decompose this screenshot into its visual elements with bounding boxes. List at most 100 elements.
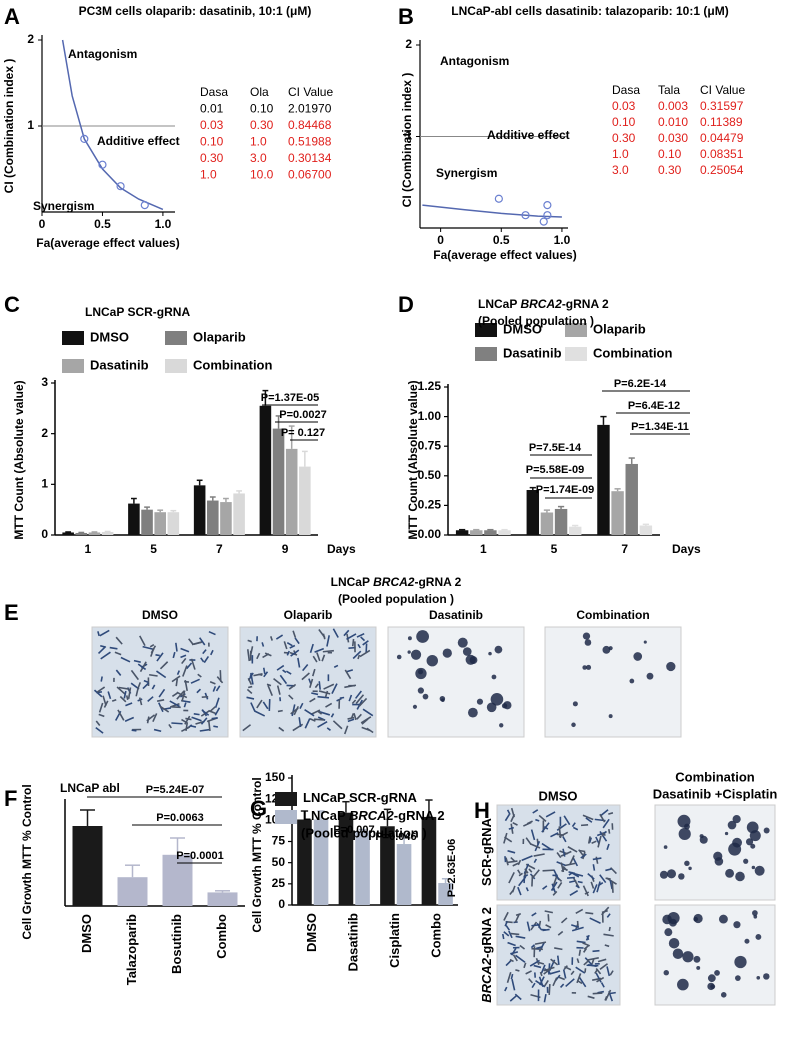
x-tick-label: 0	[39, 217, 46, 231]
y-tick-label: 3	[41, 375, 48, 389]
cell	[522, 821, 532, 827]
cell	[544, 910, 553, 914]
region-label: Antagonism	[68, 47, 137, 61]
legend-swatch	[275, 810, 297, 824]
cell	[605, 868, 612, 872]
cell	[139, 635, 146, 647]
y-tick-label: 0	[278, 897, 285, 911]
fit-curve	[422, 204, 562, 218]
cell	[261, 642, 265, 647]
cell	[169, 700, 180, 708]
p-value: P=0.0001	[176, 850, 223, 862]
cell	[562, 835, 567, 843]
colony	[602, 645, 611, 654]
cell	[525, 837, 532, 846]
bar	[297, 819, 312, 905]
cell	[156, 699, 165, 702]
cell	[535, 818, 540, 822]
table-cell: 0.84468	[288, 118, 332, 132]
cell	[542, 885, 548, 890]
colony	[664, 928, 673, 937]
legend-label: DMSO	[90, 329, 129, 344]
cell	[560, 862, 565, 873]
cell	[517, 869, 521, 874]
cell	[330, 713, 335, 718]
x-tick-label: Talazoparib	[124, 914, 139, 985]
colony	[501, 703, 508, 709]
cell	[199, 728, 210, 732]
cell	[211, 717, 218, 720]
colony	[672, 948, 684, 959]
bar	[526, 490, 540, 535]
cell	[256, 652, 261, 660]
bar	[193, 485, 206, 535]
cell	[242, 724, 252, 732]
image-label: DMSO	[142, 608, 178, 622]
cell	[503, 931, 510, 937]
cell	[543, 980, 549, 987]
x-tick-label: 0	[437, 233, 444, 247]
region-label: Additive effect	[97, 134, 180, 148]
x-tick-label: 7	[621, 542, 628, 556]
bar	[313, 819, 329, 905]
cell	[566, 876, 575, 879]
cell	[125, 695, 129, 701]
text-part: SCR-gRNA	[479, 817, 494, 885]
cell	[193, 641, 202, 646]
cell	[576, 958, 580, 964]
cell	[309, 678, 314, 689]
cell	[530, 843, 541, 849]
colony	[744, 938, 750, 944]
x-tick-label: Combo	[214, 914, 229, 959]
colony	[725, 868, 735, 878]
cell	[512, 954, 518, 962]
cell	[318, 710, 331, 716]
legend-label: Dasatinib	[90, 357, 149, 372]
bar	[380, 826, 395, 905]
bar	[554, 508, 568, 535]
cell	[517, 859, 522, 866]
colony	[646, 672, 654, 680]
table-cell: 0.10	[200, 135, 224, 149]
legend-swatch	[565, 323, 587, 337]
cell	[248, 685, 253, 689]
cell	[551, 883, 556, 893]
cell	[608, 812, 614, 815]
colony	[426, 654, 438, 667]
bar	[167, 512, 180, 535]
table-header: Tala	[658, 83, 680, 97]
cell	[514, 993, 522, 1001]
y-tick-label: 1.00	[418, 409, 442, 423]
cell	[525, 970, 532, 975]
x-tick-label: 0.5	[94, 217, 111, 231]
cell	[559, 983, 565, 988]
cell	[149, 643, 155, 648]
colony	[586, 664, 592, 670]
colony	[422, 693, 429, 700]
legend-label: Combination	[193, 357, 272, 372]
cell	[550, 958, 559, 966]
bar	[338, 812, 354, 905]
cell	[312, 655, 318, 663]
x-tick-label: 5	[150, 542, 157, 556]
text-part: LNCaP SCR-gRNA	[303, 790, 417, 805]
colony	[415, 667, 427, 680]
cell	[583, 945, 590, 950]
cell	[533, 853, 545, 857]
colony	[442, 648, 452, 658]
cell	[558, 826, 562, 839]
cell	[127, 687, 132, 699]
colony	[743, 858, 749, 864]
cell	[594, 968, 599, 974]
cell	[510, 947, 517, 956]
cell	[347, 716, 355, 720]
cell	[608, 926, 611, 932]
colony	[734, 955, 747, 969]
cell	[107, 691, 112, 700]
cell	[556, 955, 560, 965]
data-point	[539, 217, 548, 226]
colony	[608, 714, 613, 719]
cell	[517, 886, 522, 896]
cell	[332, 628, 339, 638]
table-cell: 1.0	[612, 147, 629, 161]
